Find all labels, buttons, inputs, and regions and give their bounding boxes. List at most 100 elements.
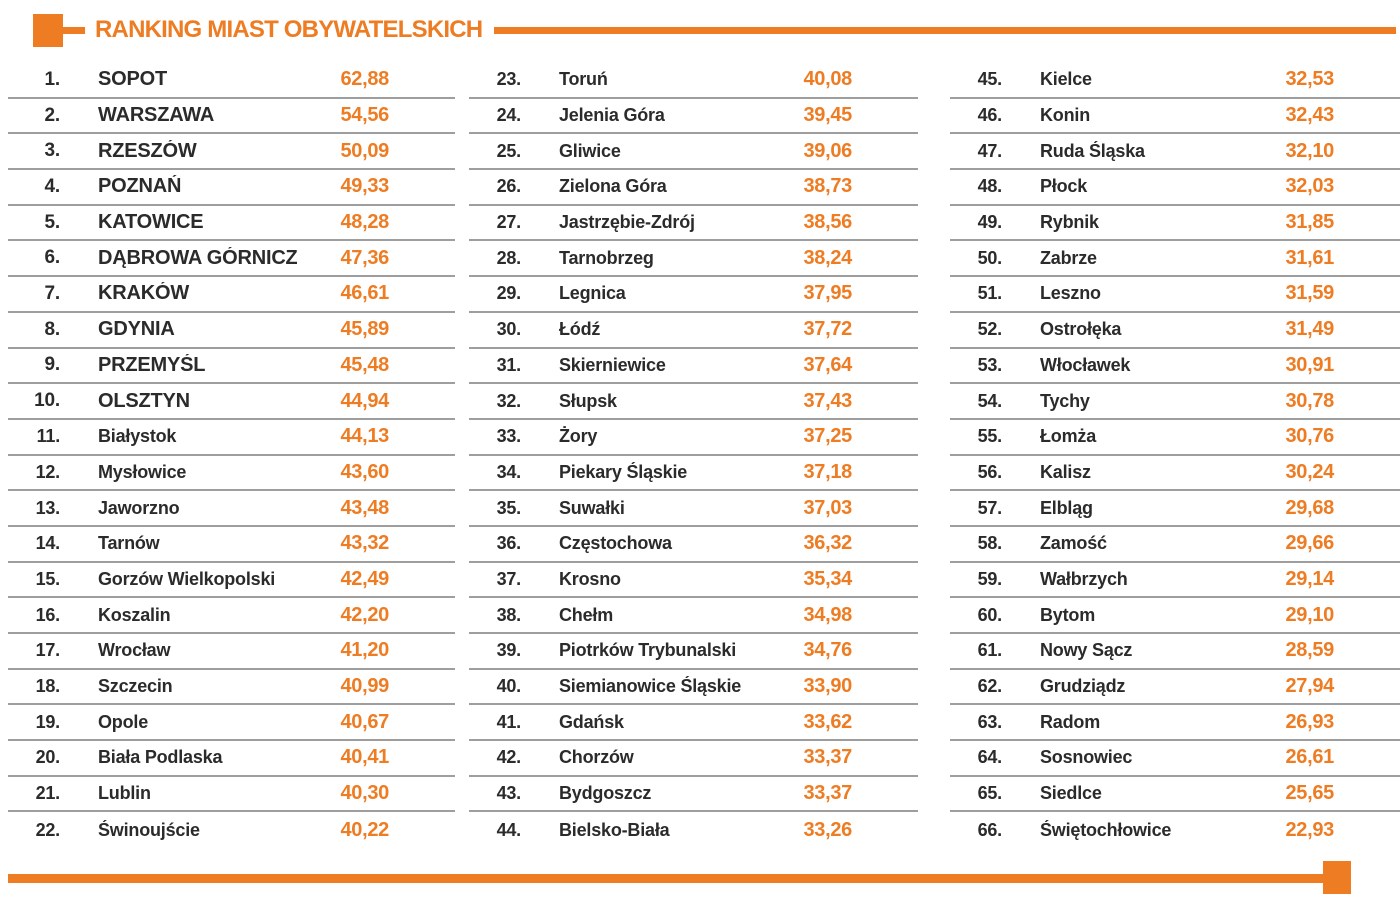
city-name: WARSZAWA xyxy=(98,104,215,127)
city-name: Bydgoszcz xyxy=(559,783,652,804)
city-score: 29,10 xyxy=(1285,603,1334,626)
city-score: 33,37 xyxy=(803,782,852,805)
rank-number: 35. xyxy=(496,497,522,518)
city-score: 31,49 xyxy=(1285,318,1334,341)
table-row: 15. Gorzów Wielkopolski 42,49 xyxy=(8,563,455,599)
city-score: 29,14 xyxy=(1285,567,1334,590)
city-name: Chełm xyxy=(559,604,614,625)
city-score: 37,03 xyxy=(803,496,852,519)
city-name: Jelenia Góra xyxy=(559,105,665,126)
table-row: 2. WARSZAWA 54,56 xyxy=(8,99,455,135)
city-score: 30,91 xyxy=(1285,353,1334,376)
table-row: 37. Krosno 35,34 xyxy=(469,563,918,599)
table-row: 5. KATOWICE 48,28 xyxy=(8,206,455,242)
city-name: Krosno xyxy=(559,568,621,589)
table-row: 59. Wałbrzych 29,14 xyxy=(950,563,1400,599)
table-row: 60. Bytom 29,10 xyxy=(950,598,1400,634)
rank-number: 33. xyxy=(496,426,522,447)
rank-number: 28. xyxy=(496,247,522,268)
city-score: 27,94 xyxy=(1285,675,1334,698)
table-row: 63. Radom 26,93 xyxy=(950,705,1400,742)
city-score: 37,72 xyxy=(803,318,852,341)
city-score: 38,56 xyxy=(803,211,852,234)
table-row: 58. Zamość 29,66 xyxy=(950,527,1400,563)
city-name: Leszno xyxy=(1040,283,1101,304)
rank-number: 51. xyxy=(977,283,1003,304)
city-name: Jaworzno xyxy=(98,497,180,518)
rank-number: 49. xyxy=(977,212,1003,233)
table-row: 6. DĄBROWA GÓRNICZA 47,36 xyxy=(8,241,455,278)
rank-number: 17. xyxy=(35,640,61,661)
page-title: RANKING MIAST OBYWATELSKICH xyxy=(95,16,483,43)
table-row: 8. GDYNIA 45,89 xyxy=(8,313,455,349)
city-score: 47,36 xyxy=(340,246,389,269)
table-row: 27. Jastrzębie-Zdrój 38,56 xyxy=(469,206,918,242)
city-score: 42,49 xyxy=(340,567,389,590)
city-name: Konin xyxy=(1040,105,1090,126)
city-name: Zabrze xyxy=(1040,247,1097,268)
city-name: OLSZTYN xyxy=(98,389,190,412)
city-score: 37,64 xyxy=(803,353,852,376)
city-name: Bielsko-Biała xyxy=(559,819,670,840)
rank-number: 24. xyxy=(496,105,522,126)
city-name: GDYNIA xyxy=(98,318,175,341)
table-row: 25. Gliwice 39,06 xyxy=(469,134,918,171)
city-name: Siemianowice Śląskie xyxy=(559,676,742,697)
rank-number: 62. xyxy=(977,676,1003,697)
city-name: Łomża xyxy=(1040,426,1097,447)
table-row: 62. Grudziądz 27,94 xyxy=(950,670,1400,706)
city-name: Lublin xyxy=(98,783,151,804)
rank-number: 8. xyxy=(44,318,61,340)
table-row: 32. Słupsk 37,43 xyxy=(469,384,918,420)
table-row: 26. Zielona Góra 38,73 xyxy=(469,170,918,206)
table-row: 21. Lublin 40,30 xyxy=(8,777,455,813)
rank-number: 14. xyxy=(35,533,61,554)
city-name: Szczecin xyxy=(98,676,173,697)
city-name: Rybnik xyxy=(1040,212,1099,233)
table-row: 16. Koszalin 42,20 xyxy=(8,598,455,634)
city-score: 33,26 xyxy=(803,818,852,841)
city-score: 37,95 xyxy=(803,282,852,305)
rank-number: 39. xyxy=(496,640,522,661)
table-row: 53. Włocławek 30,91 xyxy=(950,349,1400,385)
rank-number: 36. xyxy=(496,533,522,554)
city-score: 33,62 xyxy=(803,710,852,733)
table-row: 38. Chełm 34,98 xyxy=(469,598,918,634)
city-score: 22,93 xyxy=(1285,818,1334,841)
rank-number: 7. xyxy=(44,282,61,304)
city-score: 34,98 xyxy=(803,603,852,626)
city-score: 31,59 xyxy=(1285,282,1334,305)
table-row: 22. Świnoujście 40,22 xyxy=(8,812,455,848)
table-row: 1. SOPOT 62,88 xyxy=(8,63,455,99)
city-score: 40,41 xyxy=(340,746,389,769)
table-row: 4. POZNAŃ 49,33 xyxy=(8,170,455,206)
rank-number: 21. xyxy=(35,783,61,804)
city-name: Radom xyxy=(1040,711,1101,732)
rank-number: 48. xyxy=(977,176,1003,197)
city-score: 40,99 xyxy=(340,675,389,698)
table-row: 23. Toruń 40,08 xyxy=(469,63,918,99)
city-name: POZNAŃ xyxy=(98,175,182,198)
rank-number: 50. xyxy=(977,247,1003,268)
city-name: Kalisz xyxy=(1040,461,1091,482)
table-row: 64. Sosnowiec 26,61 xyxy=(950,741,1400,777)
city-score: 43,60 xyxy=(340,460,389,483)
rank-number: 61. xyxy=(977,640,1003,661)
city-name: Toruń xyxy=(559,69,608,90)
city-score: 46,61 xyxy=(340,282,389,305)
rank-number: 46. xyxy=(977,105,1003,126)
city-name: Gorzów Wielkopolski xyxy=(98,568,276,589)
city-name: Chorzów xyxy=(559,747,634,768)
rank-number: 11. xyxy=(36,426,61,447)
table-row: 3. RZESZÓW 50,09 xyxy=(8,134,455,171)
table-row: 54. Tychy 30,78 xyxy=(950,384,1400,420)
rank-number: 29. xyxy=(496,283,522,304)
city-name: Bytom xyxy=(1040,604,1096,625)
table-row: 47. Ruda Śląska 32,10 xyxy=(950,134,1400,171)
table-row: 42. Chorzów 33,37 xyxy=(469,741,918,777)
rank-number: 44. xyxy=(496,819,522,840)
city-score: 32,53 xyxy=(1285,68,1334,91)
city-name: Kielce xyxy=(1040,69,1092,90)
city-score: 42,20 xyxy=(340,603,389,626)
city-score: 32,10 xyxy=(1285,139,1334,162)
